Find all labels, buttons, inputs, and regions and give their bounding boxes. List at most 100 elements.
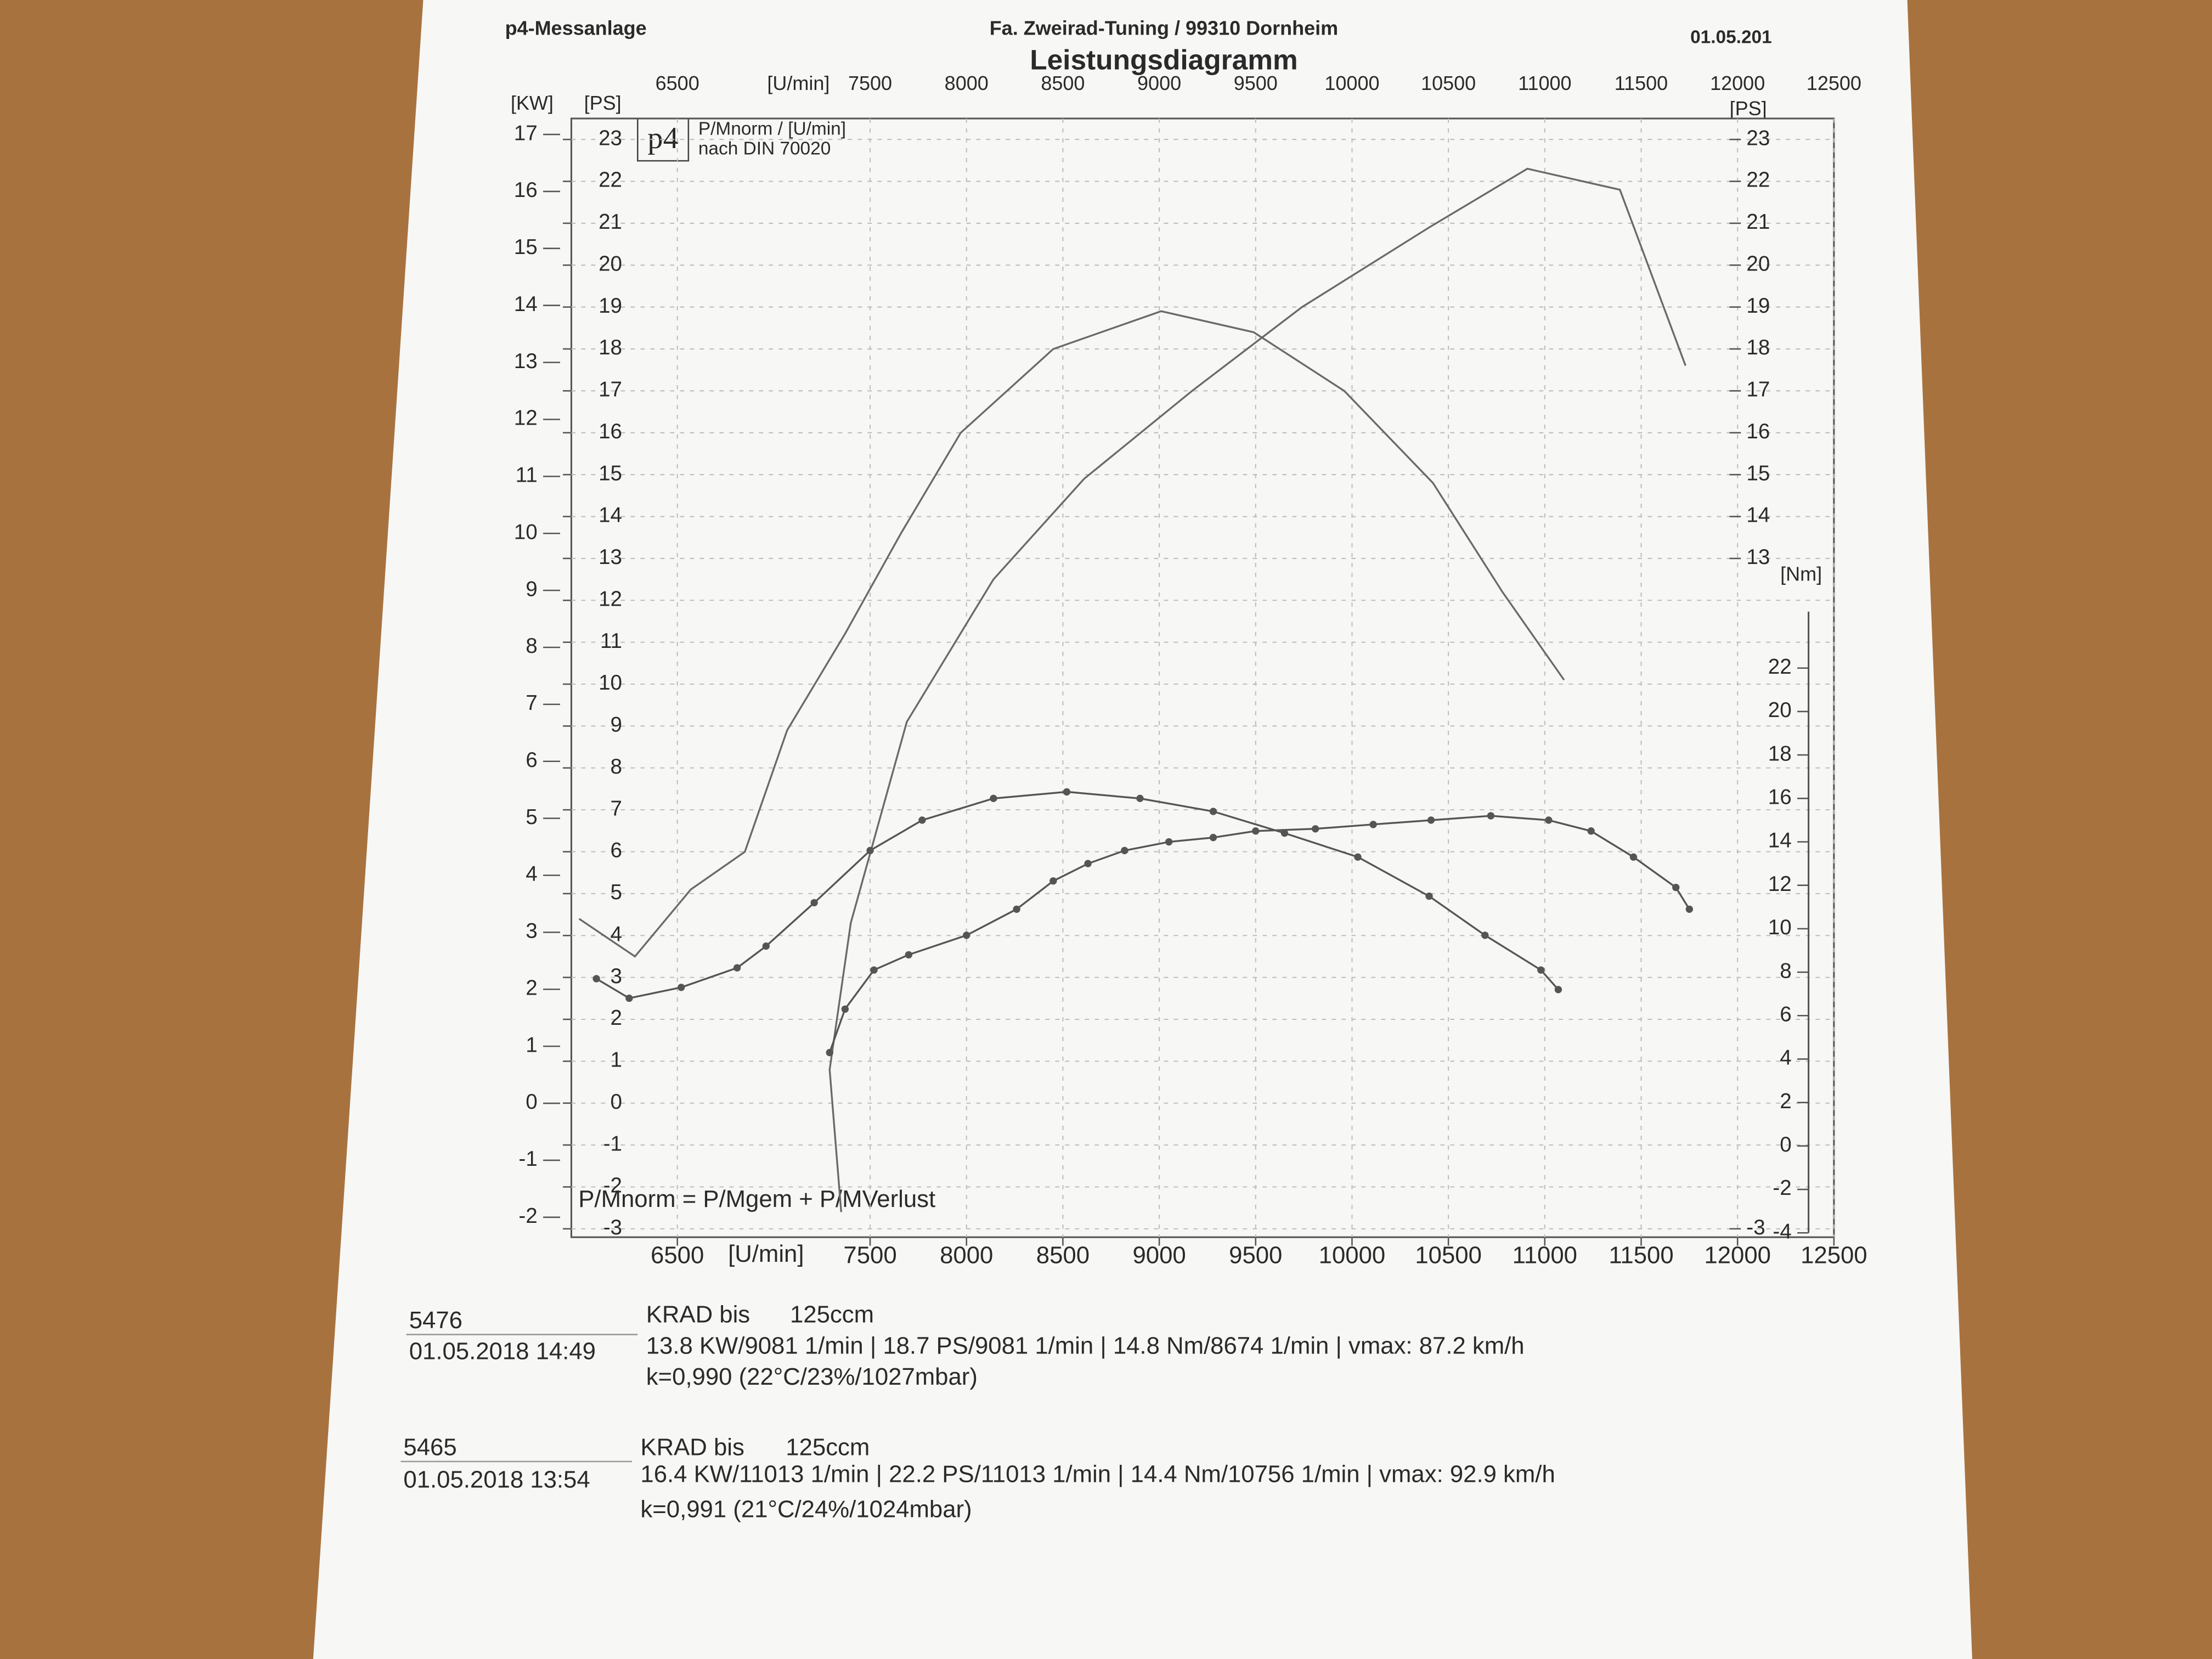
- x-tick-label: 6500: [651, 1242, 704, 1269]
- y2-tick-label: 2: [1780, 1090, 1791, 1113]
- point: [1487, 812, 1495, 820]
- y3-tick-label: -2: [518, 1204, 537, 1228]
- y-right-tick-label: 23: [1746, 126, 1770, 150]
- curve: [596, 791, 1559, 1000]
- plot-frame: [570, 117, 1835, 1238]
- y-right-axis-label: [PS]: [1730, 97, 1767, 120]
- point: [592, 975, 600, 983]
- y3-tick-label: 16: [514, 178, 538, 202]
- y2-axis-label: [Nm]: [1780, 563, 1822, 585]
- y3-tick-label: 7: [526, 691, 537, 715]
- y3-tick-label: 13: [514, 349, 538, 373]
- y2-tick-label: 14: [1768, 829, 1792, 853]
- run-id: 5465: [403, 1434, 456, 1460]
- x-tick-label: 7500: [843, 1242, 896, 1269]
- y-tick-label: 21: [599, 210, 622, 234]
- x-tick-label: 10000: [1319, 1242, 1386, 1269]
- point: [1545, 816, 1553, 824]
- run-vehicle: KRAD bis: [646, 1301, 750, 1328]
- point: [810, 899, 818, 907]
- point: [1587, 827, 1595, 835]
- y3-tick-label: 17: [514, 121, 538, 145]
- curve: [578, 310, 1565, 958]
- point: [1063, 788, 1071, 796]
- point: [963, 932, 970, 939]
- y2-tick-label: 6: [1780, 1002, 1791, 1026]
- y3-tick-label: 3: [526, 919, 537, 943]
- x-tick-label-top: 7500: [848, 72, 892, 94]
- point: [625, 994, 633, 1002]
- run-conditions: k=0,991 (21°C/24%/1024mbar): [640, 1496, 972, 1523]
- point: [826, 1048, 833, 1057]
- x-tick-label: 10500: [1415, 1242, 1482, 1269]
- x-tick-label-top: 9000: [1137, 72, 1181, 94]
- point: [918, 816, 926, 824]
- run-displacement: 125ccm: [790, 1301, 874, 1328]
- y3-tick-label: 8: [526, 634, 537, 658]
- y-tick-label: 20: [599, 252, 622, 275]
- legend-text: P/Mnorm / [U/min]: [698, 119, 846, 139]
- y-tick-label: 17: [599, 378, 622, 402]
- x-tick-label-top: 8500: [1041, 72, 1085, 94]
- run-id: 5476: [409, 1307, 462, 1334]
- y-tick-label: 10: [599, 671, 622, 695]
- x-tick-label: 9500: [1229, 1242, 1282, 1269]
- y2-tick-label: 10: [1768, 916, 1792, 939]
- point: [733, 964, 741, 972]
- y-tick-label: 2: [611, 1006, 622, 1030]
- y-right-tick-label: 14: [1746, 504, 1770, 527]
- y-right-tick-label: 17: [1746, 378, 1770, 402]
- point: [1165, 838, 1173, 846]
- paper: [313, 0, 1972, 1659]
- y-right-tick-label: -3: [1746, 1216, 1765, 1239]
- run-summary: 13.8 KW/9081 1/min | 18.7 PS/9081 1/min …: [646, 1332, 1525, 1359]
- curve: [828, 167, 1686, 1212]
- point: [870, 966, 878, 974]
- y3-tick-label: 6: [526, 748, 537, 772]
- y3-tick-label: 10: [514, 520, 538, 544]
- y-tick-label: 9: [611, 713, 622, 737]
- point: [990, 794, 997, 803]
- y-right-tick-label: 22: [1746, 168, 1770, 192]
- y2-tick-label: 20: [1768, 698, 1792, 722]
- y2-tick-label: 8: [1780, 959, 1791, 983]
- run-vehicle: KRAD bis: [640, 1434, 744, 1460]
- point: [762, 942, 770, 950]
- y-tick-label: 12: [599, 587, 622, 611]
- y-tick-label: 0: [611, 1090, 622, 1114]
- y2-tick-label: -2: [1773, 1176, 1791, 1200]
- y2-tick-label: 12: [1768, 872, 1792, 896]
- x-axis-label: [U/min]: [728, 1240, 804, 1267]
- point: [1209, 833, 1217, 842]
- y3-tick-label: 2: [526, 976, 537, 1000]
- x-tick-label: 8000: [940, 1242, 993, 1269]
- legend-logo: p4: [647, 121, 679, 155]
- y-right-tick-label: 21: [1746, 210, 1770, 234]
- y-tick-label: 4: [611, 922, 622, 946]
- point: [1685, 905, 1694, 913]
- y3-tick-label: 4: [526, 862, 537, 886]
- run-timestamp: 01.05.2018 14:49: [409, 1338, 596, 1365]
- y-right-tick-label: 19: [1746, 294, 1770, 318]
- y-tick-label: 22: [599, 168, 622, 192]
- y2-tick-label: 0: [1780, 1133, 1791, 1156]
- x-tick-label: 8500: [1036, 1242, 1090, 1269]
- x-tick-label-top: 11000: [1518, 72, 1571, 94]
- y2-tick-label: 16: [1768, 786, 1792, 809]
- x-tick-label-top: 12000: [1710, 72, 1765, 94]
- y-axis-label: [PS]: [584, 92, 622, 114]
- point: [1136, 794, 1144, 803]
- y-tick-label: 16: [599, 420, 622, 443]
- y3-tick-label: 15: [514, 235, 538, 259]
- point: [866, 847, 874, 855]
- y-tick-label: 1: [611, 1048, 622, 1072]
- y3-tick-label: 14: [514, 292, 538, 316]
- point: [1554, 986, 1562, 994]
- y-tick-label: 7: [611, 797, 622, 820]
- y-right-tick-label: 20: [1746, 252, 1770, 275]
- y2-tick-label: 22: [1768, 655, 1792, 679]
- y-tick-label: 11: [600, 629, 622, 653]
- run-timestamp: 01.05.2018 13:54: [403, 1466, 590, 1493]
- run-1: 5465 01.05.2018 13:54 KRAD bis 125ccm 16…: [400, 1434, 1555, 1523]
